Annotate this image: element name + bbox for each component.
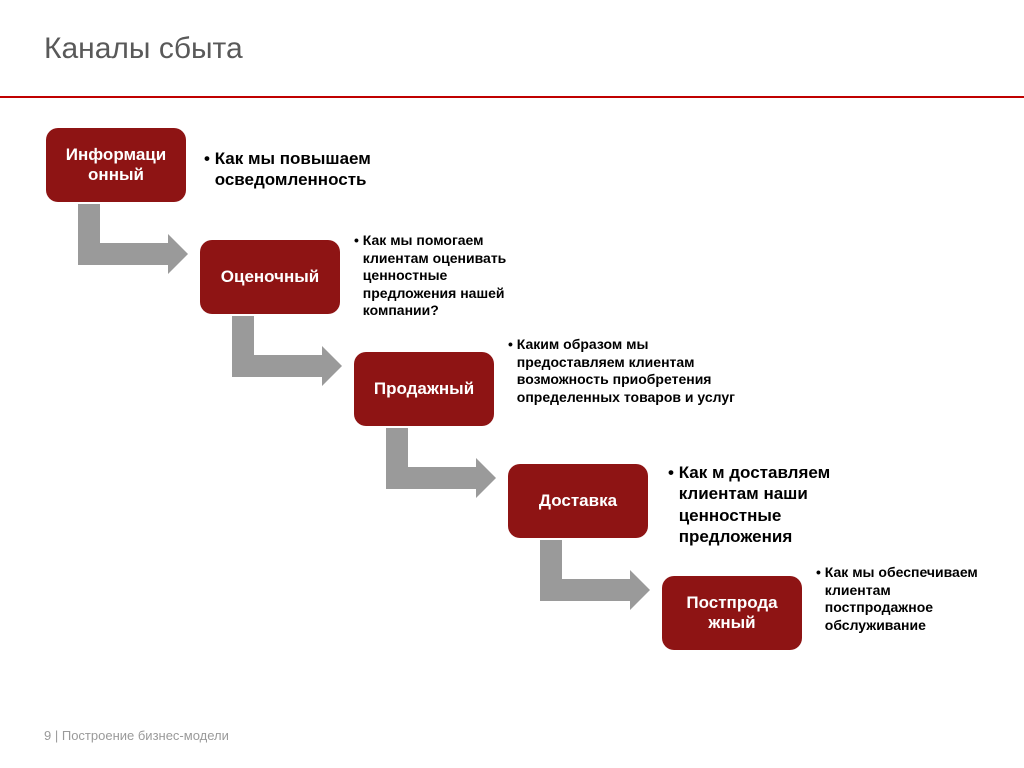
step-desc-text: Как мы обеспечиваем клиентам постпродажн… <box>825 564 981 634</box>
step-desc-5: • Как мы обеспечиваем клиентам постпрода… <box>816 564 981 634</box>
step-desc-text: Как м доставляем клиентам наши ценностны… <box>679 462 855 547</box>
step-node-2: Оценочный <box>200 240 340 314</box>
step-label: Доставка <box>539 491 617 511</box>
arrow-icon-4 <box>540 540 650 610</box>
step-node-4: Доставка <box>508 464 648 538</box>
step-label: Продажный <box>374 379 474 399</box>
page-number: 9 <box>44 728 51 743</box>
step-label: Постпрода жный <box>686 593 777 632</box>
footer-separator: | <box>55 728 62 743</box>
footer: 9 | Построение бизнес-модели <box>44 728 229 743</box>
horizontal-rule <box>0 96 1024 98</box>
slide-title: Каналы сбыта <box>44 32 243 66</box>
step-node-1: Информаци онный <box>46 128 186 202</box>
step-desc-1: • Как мы повышаем осведомленность <box>204 148 421 191</box>
arrow-icon-1 <box>78 204 188 274</box>
arrow-icon-3 <box>386 428 496 498</box>
arrow-icon-2 <box>232 316 342 386</box>
slide: Каналы сбыта Информаци онный Оценочный П… <box>0 0 1024 768</box>
step-label: Оценочный <box>221 267 319 287</box>
step-desc-text: Как мы помогаем клиентам оценивать ценно… <box>363 232 539 320</box>
footer-text: Построение бизнес-модели <box>62 728 229 743</box>
step-desc-text: Каким образом мы предоставляем клиентам … <box>517 336 743 406</box>
step-label: Информаци онный <box>66 145 166 184</box>
step-desc-text: Как мы повышаем осведомленность <box>215 148 421 191</box>
step-node-5: Постпрода жный <box>662 576 802 650</box>
step-desc-2: • Как мы помогаем клиентам оценивать цен… <box>354 232 539 320</box>
step-desc-3: • Каким образом мы предоставляем клиента… <box>508 336 743 406</box>
step-desc-4: • Как м доставляем клиентам наши ценност… <box>668 462 855 547</box>
step-node-3: Продажный <box>354 352 494 426</box>
